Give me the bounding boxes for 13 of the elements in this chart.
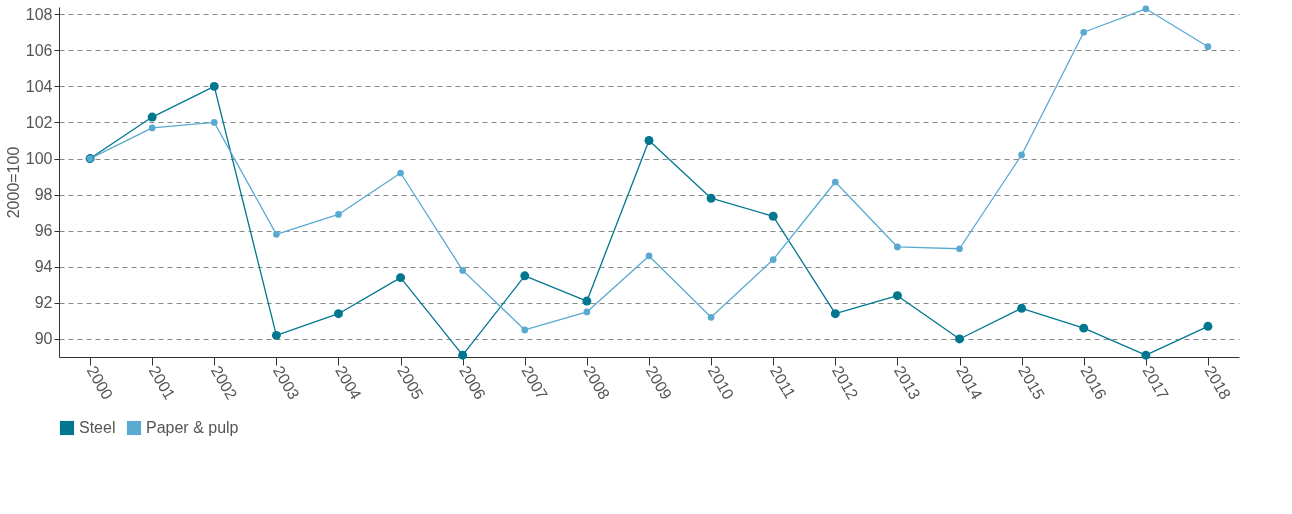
y-tick-label: 102 bbox=[25, 113, 53, 131]
y-tick-label: 108 bbox=[25, 5, 53, 23]
legend-label: Paper & pulp bbox=[146, 419, 239, 436]
y-tick-label: 100 bbox=[25, 150, 53, 168]
y-tick-label: 96 bbox=[34, 222, 53, 240]
y-tick-label: 104 bbox=[25, 77, 53, 95]
y-axis-title: 2000=100 bbox=[4, 146, 22, 219]
y-tick-label: 90 bbox=[34, 330, 53, 348]
legend-label: Steel bbox=[79, 419, 116, 436]
y-tick-label: 94 bbox=[34, 258, 53, 276]
y-tick-label: 92 bbox=[34, 294, 53, 312]
y-tick-label: 106 bbox=[25, 41, 53, 59]
y-tick-label: 98 bbox=[34, 186, 53, 204]
